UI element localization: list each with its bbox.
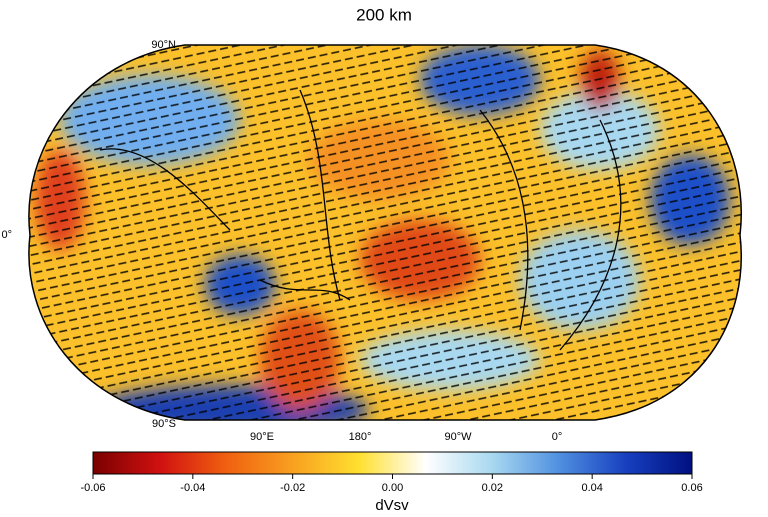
colorbar-tick-label: 0.04 bbox=[581, 482, 602, 494]
lon-label: 90°E bbox=[250, 431, 274, 443]
lat-label: 90°S bbox=[152, 418, 176, 430]
colorbar-tick-label: 0.06 bbox=[681, 482, 702, 494]
map bbox=[28, 45, 742, 420]
map-frame bbox=[28, 44, 742, 421]
lon-label: 90°W bbox=[444, 431, 472, 443]
colorbar-tick-label: 0.00 bbox=[382, 482, 403, 494]
map-title: 200 km bbox=[356, 5, 412, 24]
lat-label: 0° bbox=[1, 229, 12, 241]
colorbar-tick-label: -0.06 bbox=[80, 482, 105, 494]
colorbar-tick-label: -0.02 bbox=[280, 482, 305, 494]
colorbar-label: dVsv bbox=[375, 497, 409, 514]
lat-label: 90°N bbox=[151, 39, 176, 51]
lon-label: 180° bbox=[349, 431, 372, 443]
colorbar-tick-label: 0.02 bbox=[482, 482, 503, 494]
colorbar-tick-label: -0.04 bbox=[180, 482, 205, 494]
lon-label: 0° bbox=[552, 431, 563, 443]
colorbar bbox=[92, 451, 693, 475]
